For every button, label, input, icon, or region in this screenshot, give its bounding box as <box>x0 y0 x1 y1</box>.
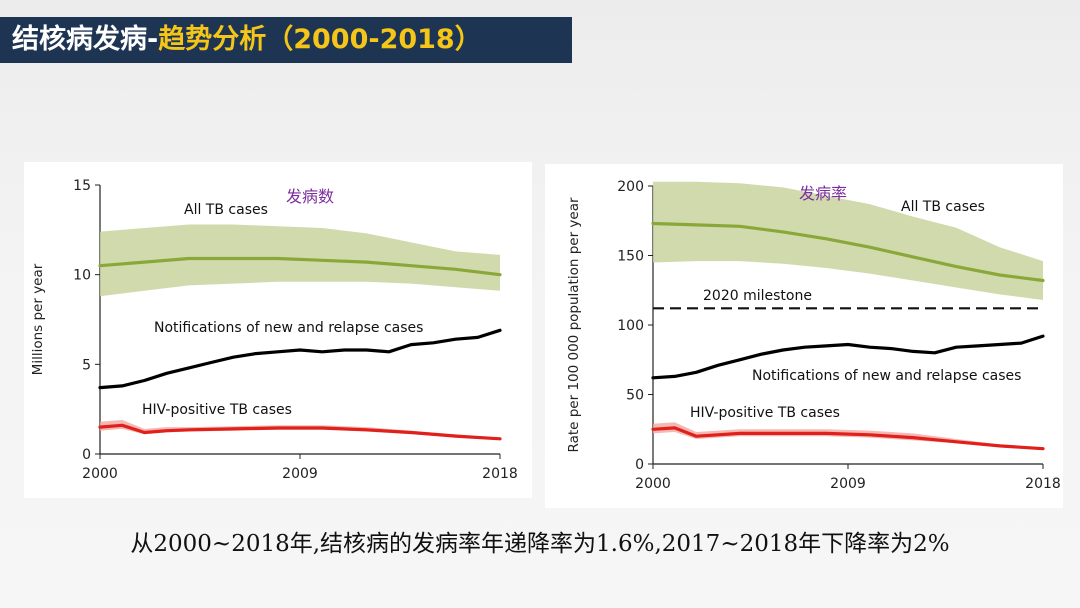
hiv-uncertainty-band <box>653 422 1043 451</box>
panel-label: 发病数 <box>286 187 334 206</box>
slide-title: 结核病发病-趋势分析（2000-2018） <box>0 17 572 63</box>
x-tick-label: 2018 <box>1025 476 1061 492</box>
title-accent: 趋势分析（2000-2018） <box>158 24 482 55</box>
hiv-label: HIV-positive TB cases <box>142 402 292 418</box>
y-tick-label: 100 <box>617 318 644 334</box>
title-main: 结核病发病- <box>12 24 159 55</box>
y-tick-label: 0 <box>635 457 644 473</box>
hiv-label: HIV-positive TB cases <box>690 405 840 421</box>
all-tb-series-line <box>651 221 1045 283</box>
x-tick-label: 2009 <box>830 476 866 492</box>
hiv-uncertainty-band <box>100 419 500 440</box>
x-tick-label: 2000 <box>82 466 118 482</box>
chart-panel-right: 0 50 100 150 200 2000 2009 2018 Rate per 100 000… <box>545 164 1063 508</box>
all-tb-series-line <box>98 256 502 277</box>
notifications-series-line <box>98 328 502 390</box>
y-tick-label: 10 <box>73 268 91 284</box>
notifications-label: Notifications of new and relapse cases <box>154 320 423 336</box>
hiv-series-line <box>98 423 502 441</box>
all-tb-uncertainty-band <box>653 181 1043 300</box>
notifications-label: Notifications of new and relapse cases <box>752 368 1021 384</box>
chart-right: 0 50 100 150 200 2000 2009 2018 Rate per 100 000… <box>566 179 1061 492</box>
chart-panel-left: 0 5 10 15 2000 2009 2018 Millions per year All T… <box>24 162 532 498</box>
x-tick-label: 2018 <box>482 466 518 482</box>
x-tick-label: 2009 <box>282 466 318 482</box>
notifications-series-line <box>651 334 1045 380</box>
milestone-label: 2020 milestone <box>703 288 812 304</box>
y-axis-label: Rate per 100 000 population per year <box>566 197 582 452</box>
y-axis-label: Millions per year <box>30 263 46 375</box>
chart-left: 0 5 10 15 2000 2009 2018 Millions per year All T… <box>30 178 518 482</box>
hiv-series-line <box>651 426 1045 451</box>
y-tick-label: 0 <box>82 447 91 463</box>
y-tick-label: 50 <box>626 388 644 404</box>
y-tick-label: 150 <box>617 249 644 265</box>
x-tick-label: 2000 <box>635 476 671 492</box>
all-tb-label: All TB cases <box>184 202 268 218</box>
panel-label: 发病率 <box>799 184 847 203</box>
slide-caption: 从2000~2018年,结核病的发病率年递降率为1.6%,2017~2018年下… <box>130 531 950 557</box>
y-tick-label: 15 <box>73 178 91 194</box>
y-tick-label: 200 <box>617 179 644 195</box>
y-tick-label: 5 <box>82 357 91 373</box>
all-tb-label: All TB cases <box>901 199 985 215</box>
